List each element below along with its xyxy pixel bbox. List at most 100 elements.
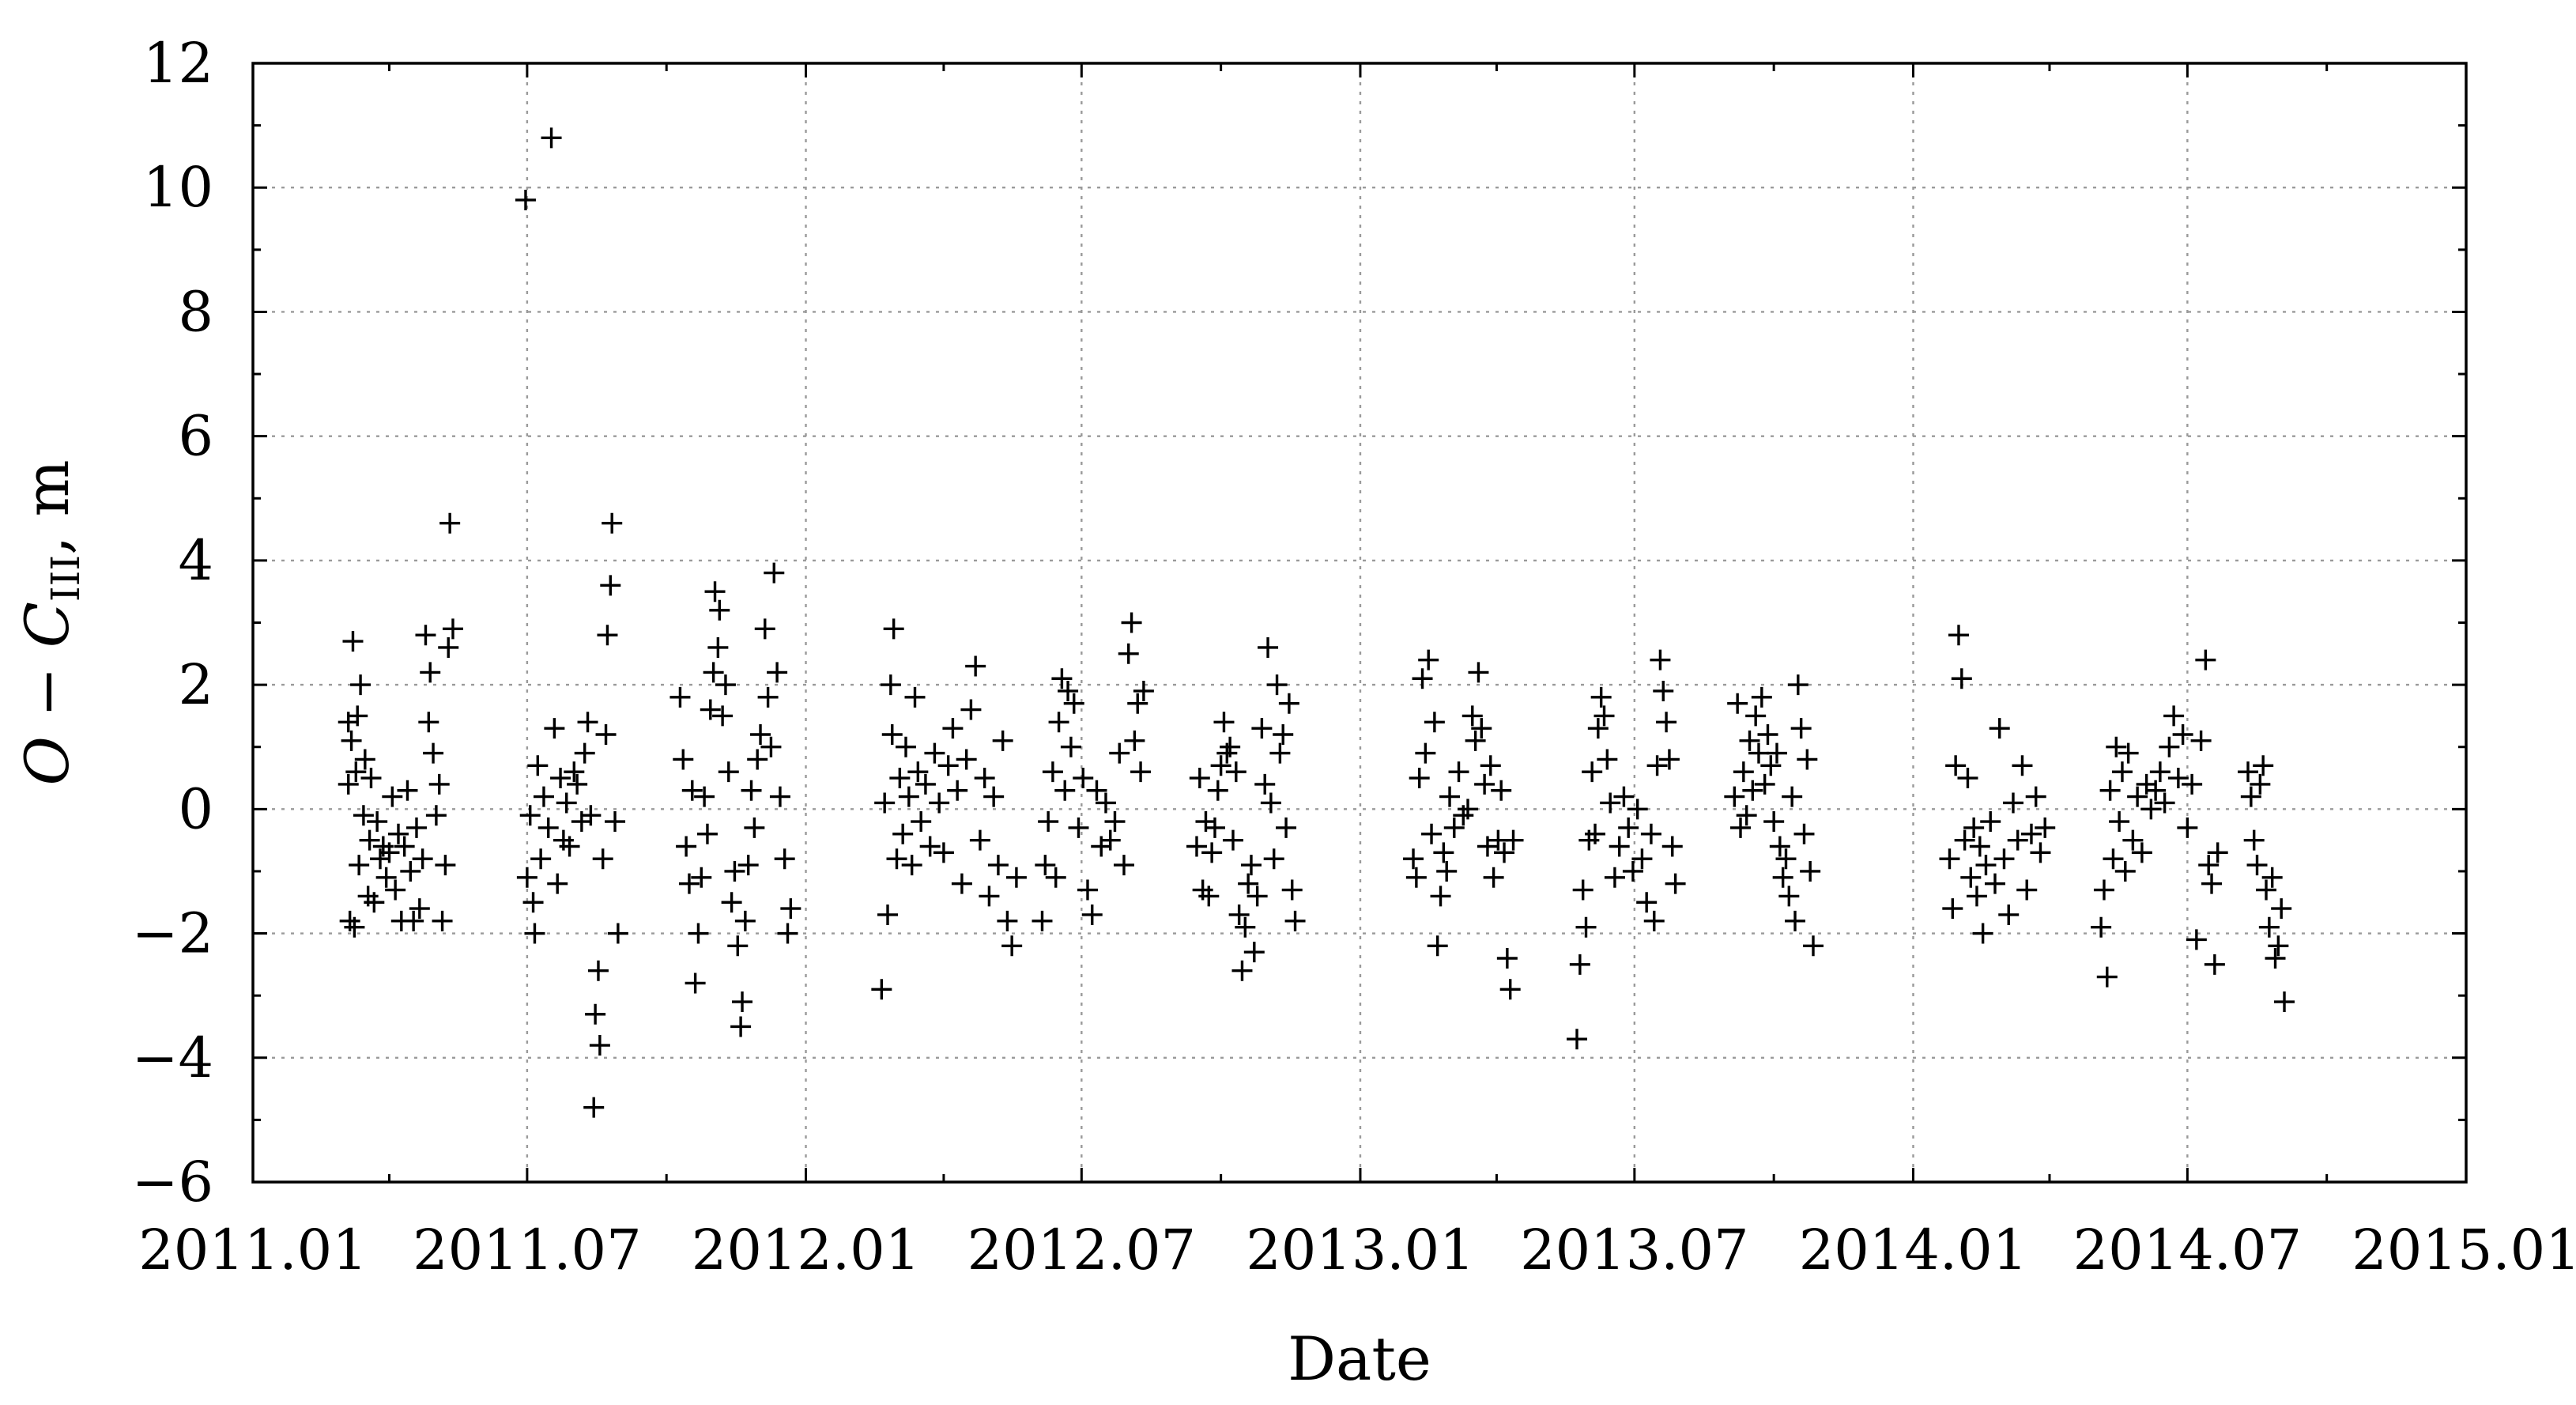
data-point [2093, 879, 2114, 901]
data-point [1073, 768, 1094, 789]
data-point [1054, 780, 1076, 801]
data-point [1058, 680, 1079, 701]
data-point [2195, 649, 2216, 670]
data-point [349, 855, 370, 876]
y-tick-label: 12 [143, 31, 213, 96]
data-point [2103, 848, 2124, 870]
data-point [585, 1003, 606, 1025]
data-point [2020, 823, 2042, 844]
data-point [2016, 879, 2038, 901]
data-point [1775, 848, 1797, 870]
data-point [347, 705, 368, 727]
data-point [924, 742, 945, 764]
data-point [1113, 855, 1134, 876]
data-point [901, 855, 922, 876]
y-tick-label: −4 [132, 1025, 213, 1090]
data-point [574, 742, 595, 764]
data-point [1945, 755, 1967, 776]
data-point [592, 848, 613, 870]
data-point [1415, 742, 1436, 764]
data-point [583, 1097, 605, 1118]
data-point [2096, 966, 2118, 988]
data-point [1640, 823, 1661, 844]
data-point [1800, 860, 1821, 882]
data-point [780, 898, 801, 920]
data-point [2204, 954, 2225, 975]
data-point [1045, 867, 1066, 888]
data-point [1207, 780, 1228, 801]
data-point [527, 755, 549, 776]
data-point [1448, 761, 1469, 783]
data-point [997, 910, 1018, 931]
data-point [947, 780, 968, 801]
data-point [1954, 829, 1975, 851]
data-points [338, 127, 2295, 1118]
data-point [1613, 786, 1635, 807]
data-point [1247, 886, 1268, 907]
data-point [678, 873, 700, 894]
data-point [919, 836, 941, 857]
data-point [2274, 991, 2295, 1013]
data-point [1060, 736, 1081, 757]
x-tick-label: 2013.07 [1520, 1218, 1748, 1282]
data-point [420, 662, 441, 683]
data-point [744, 817, 765, 838]
data-point [2030, 842, 2051, 863]
data-point [589, 1035, 610, 1056]
data-point [1042, 761, 1063, 783]
data-point [1439, 786, 1461, 807]
data-point [439, 512, 461, 534]
data-point [1989, 718, 2010, 739]
data-point [760, 736, 782, 757]
data-point [2198, 855, 2220, 876]
data-point [1593, 705, 1615, 727]
data-point [1278, 693, 1299, 714]
y-tick-label: 6 [178, 404, 213, 469]
data-point [1760, 755, 1782, 776]
data-point [904, 686, 926, 708]
data-point [979, 886, 1000, 907]
data-point [1998, 904, 2020, 925]
data-point [1948, 625, 1969, 646]
data-point [1474, 773, 1495, 795]
x-tick-label: 2012.01 [692, 1218, 920, 1282]
data-point [987, 855, 1009, 876]
data-point [382, 786, 403, 807]
y-tick-label: 2 [178, 652, 213, 717]
data-point [1739, 730, 1760, 751]
data-point [1238, 873, 1259, 894]
data-point [2240, 786, 2261, 807]
data-point [530, 848, 552, 870]
data-point [724, 860, 745, 882]
data-point [1127, 693, 1148, 714]
x-tick-label: 2015.01 [2352, 1218, 2576, 1282]
data-point [1724, 786, 1745, 807]
data-point [1572, 879, 1593, 901]
data-point [1942, 898, 1963, 920]
data-point [515, 189, 536, 210]
data-point [1975, 855, 1997, 876]
data-point [580, 805, 602, 826]
data-point [1618, 817, 1639, 838]
data-point [544, 718, 565, 739]
data-point [757, 686, 779, 708]
data-point [1772, 867, 1793, 888]
data-point [1225, 761, 1247, 783]
data-point [1751, 686, 1772, 708]
data-point [2099, 780, 2121, 801]
x-tick-label: 2012.07 [967, 1218, 1196, 1282]
data-point [1503, 829, 1524, 851]
data-point [896, 736, 917, 757]
data-point [1243, 942, 1265, 963]
data-point [881, 724, 903, 745]
data-point [597, 625, 618, 646]
grid [253, 63, 2466, 1182]
data-point [2246, 855, 2268, 876]
data-point [522, 892, 544, 913]
data-point [1468, 662, 1489, 683]
data-point [1957, 768, 1978, 789]
data-point [1095, 792, 1116, 814]
data-point [965, 655, 986, 677]
y-axis-label-subscript: III [43, 555, 89, 602]
data-point [379, 842, 400, 863]
